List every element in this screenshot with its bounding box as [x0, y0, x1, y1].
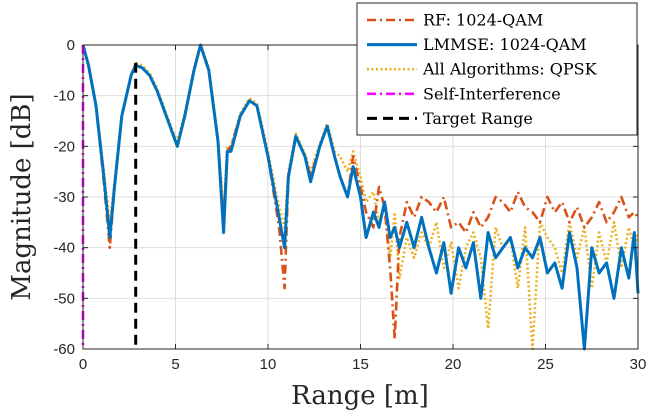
x-tick-label: 30: [630, 356, 647, 373]
y-tick-label: -10: [53, 88, 75, 105]
x-tick-labels: 0 5 10 15 20 25 30: [79, 356, 647, 373]
legend-entry: RF: 1024-QAM: [423, 11, 543, 30]
y-tick-labels: 0 -10 -20 -30 -40 -50 -60: [53, 37, 75, 358]
x-tick-label: 15: [352, 356, 369, 373]
y-tick-label: -40: [53, 240, 75, 257]
y-tick-label: 0: [67, 37, 75, 54]
legend: RF: 1024-QAM LMMSE: 1024-QAM All Algorithm…: [356, 2, 638, 136]
series-line-lmmse-1024-qam: [81, 43, 640, 351]
y-axis-label: Magnitude [dB]: [7, 93, 37, 300]
legend-entry: All Algorithms: QPSK: [422, 60, 598, 79]
legend-entry: Self-Interference: [423, 84, 561, 103]
legend-entry: LMMSE: 1024-QAM: [423, 35, 587, 54]
x-tick-label: 10: [260, 356, 277, 373]
legend-entry: Target Range: [423, 109, 533, 128]
y-tick-label: -50: [53, 290, 75, 307]
x-tick-label: 20: [445, 356, 462, 373]
x-tick-label: 25: [537, 356, 554, 373]
x-tick-label: 5: [171, 356, 179, 373]
y-tick-label: -30: [53, 189, 75, 206]
x-axis-label: Range [m]: [291, 381, 429, 411]
x-tick-label: 0: [79, 356, 87, 373]
y-tick-label: -20: [53, 138, 75, 155]
y-tick-label: -60: [53, 341, 75, 358]
